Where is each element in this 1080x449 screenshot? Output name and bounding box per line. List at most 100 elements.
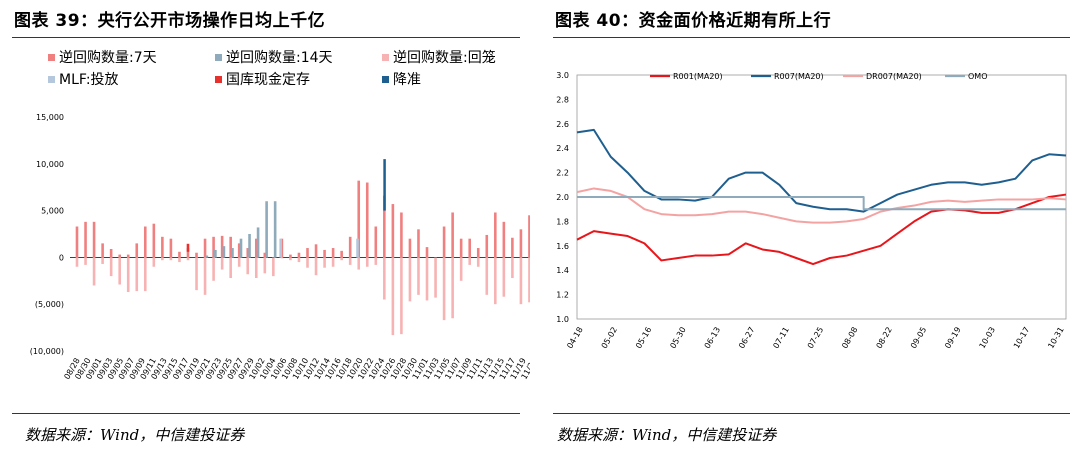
bar-7d (323, 249, 326, 258)
bar-7d (143, 226, 147, 258)
bar-withdraw (323, 257, 326, 268)
bar-7d (459, 238, 463, 258)
y-tick-label: 1.2 (556, 291, 569, 300)
bar-14d (239, 238, 243, 258)
x-tick-label: 10-03 (978, 326, 997, 351)
bar-withdraw (314, 257, 318, 276)
bar-withdraw (229, 257, 232, 278)
y-tick-label: 3.0 (556, 71, 569, 80)
y-tick-label: 2.4 (556, 144, 569, 153)
bar-7d (92, 221, 96, 258)
bar-withdraw (459, 257, 463, 281)
x-tick-label: 09-19 (943, 326, 962, 351)
legend-swatch-2 (382, 54, 389, 61)
bar-withdraw (272, 257, 275, 277)
legend-label-2: DR007(MA20) (866, 72, 922, 81)
bar-withdraw (152, 257, 156, 267)
y-tick-label: (10,000) (30, 347, 64, 356)
bar-withdraw (212, 257, 215, 281)
y-tick-label: 1.4 (556, 266, 569, 275)
bar-14d (231, 248, 234, 258)
x-tick-label: 05-30 (668, 326, 687, 351)
bar-withdraw (528, 257, 530, 303)
bar-withdraw (169, 257, 173, 261)
series-line-omo (577, 196, 1066, 211)
bar-withdraw (75, 257, 79, 267)
bar-withdraw (468, 257, 472, 265)
bar-withdraw (519, 257, 523, 305)
bar-7d (340, 250, 343, 258)
y-tick-label: (5,000) (35, 300, 64, 309)
bar-withdraw (400, 257, 403, 335)
bar-7d (186, 248, 190, 258)
bar-7d (220, 235, 224, 258)
x-tick-label: 08-22 (875, 326, 894, 351)
left-bar-chart: 逆回购数量:7天 逆回购数量:14天 逆回购数量:回笼 MLF:投放 国库现金定存 降准 1… (30, 49, 530, 381)
bar-7d (528, 215, 530, 258)
series-line-r001ma20 (576, 193, 1067, 266)
legend-swatch-0 (48, 54, 55, 61)
y-tick-label: 2.8 (556, 95, 569, 104)
legend-label-1: 逆回购数量:14天 (226, 50, 333, 66)
bar-14d (273, 201, 277, 258)
left-source-note: 数据来源：Wind，中信建投证券 (25, 426, 245, 444)
bar-7d (494, 212, 497, 258)
x-tick-label: 11/21 (520, 357, 530, 381)
bar-withdraw (306, 257, 309, 268)
y-tick-label: 2.6 (556, 120, 569, 129)
legend-swatch-5 (382, 76, 389, 83)
bar-7d (451, 212, 454, 258)
legend-label-5: 降准 (393, 72, 421, 88)
bar-withdraw (101, 257, 104, 264)
y-tick-label: 5,000 (41, 207, 64, 216)
left-title-divider (12, 37, 520, 38)
bar-7d (357, 180, 361, 258)
right-line-chart: 3.0 2.8 2.6 2.4 2.2 2.0 1.8 1.6 1.4 1.2 1.0 R001(MA… (556, 71, 1067, 351)
x-tick-label: 10-17 (1012, 326, 1031, 351)
bar-withdraw (357, 257, 361, 270)
bar-7d (408, 238, 412, 258)
bar-treasury-deposit (186, 243, 190, 252)
y-tick-label: 15,000 (36, 113, 64, 122)
bar-withdraw (254, 257, 258, 278)
legend-label-3: OMO (968, 72, 988, 81)
bar-7d (348, 236, 352, 258)
bar-withdraw (289, 257, 292, 261)
bar-withdraw (135, 257, 139, 292)
right-title-divider (553, 37, 1070, 38)
bar-14d (222, 246, 226, 258)
bar-7d (118, 254, 121, 258)
bar-withdraw (391, 257, 395, 336)
left-figure: 图表 39：央行公开市场操作日均上千亿 逆回购数量:7天 逆回购数量:14天 逆回购… (0, 0, 530, 449)
bar-7d (425, 247, 429, 258)
x-tick-label: 06-27 (737, 326, 756, 351)
bar-withdraw (263, 257, 267, 274)
bar-withdraw (126, 257, 130, 293)
bar-withdraw (511, 257, 514, 278)
legend-label-0: R001(MA20) (673, 72, 723, 81)
right-source-note: 数据来源：Wind，中信建投证券 (557, 426, 777, 444)
bar-withdraw (220, 257, 224, 270)
bar-7d (365, 182, 369, 258)
bar-withdraw (417, 257, 420, 295)
bar-withdraw (203, 257, 207, 295)
legend-swatch-3 (48, 76, 55, 83)
left-chart-title: 图表 39：央行公开市场操作日均上千亿 (14, 11, 326, 31)
bar-7d (417, 229, 420, 258)
y-tick-label: 1.0 (556, 315, 569, 324)
bar-7d (263, 252, 267, 258)
bar-withdraw (383, 257, 386, 300)
bar-14d (205, 255, 209, 258)
bar-14d (265, 201, 268, 258)
bar-7d (109, 248, 113, 258)
legend-label-4: 国库现金定存 (226, 72, 310, 88)
bar-7d (101, 243, 104, 258)
bar-withdraw (485, 257, 489, 295)
bar-7d (246, 248, 250, 258)
legend-swatch-4 (215, 76, 222, 83)
bar-7d (400, 212, 403, 258)
bar-withdraw (178, 257, 181, 263)
bar-withdraw (476, 257, 480, 267)
y-tick-label: 2.0 (556, 193, 569, 202)
bar-withdraw (408, 257, 412, 302)
